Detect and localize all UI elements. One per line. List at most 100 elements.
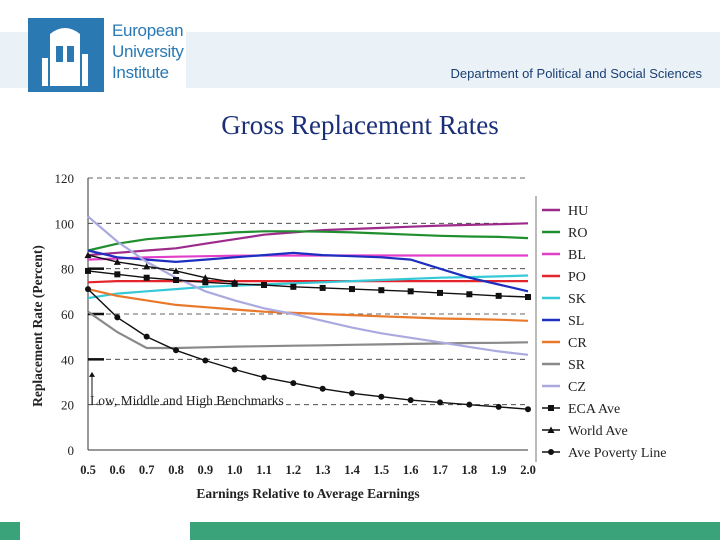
data-point: [407, 288, 414, 295]
x-tick-label: 1.7: [432, 463, 448, 477]
x-tick-label: 1.6: [403, 463, 419, 477]
data-point: [349, 286, 355, 293]
logo-line: European: [112, 21, 184, 40]
x-tick-label: 1.2: [286, 463, 302, 477]
series-line: [87, 215, 529, 356]
data-point: [201, 274, 209, 281]
y-tick-label: 80: [61, 262, 74, 277]
legend-label: PO: [568, 270, 586, 285]
series-line: [87, 288, 529, 322]
x-tick-label: 0.8: [168, 463, 184, 477]
data-point: [378, 393, 385, 400]
data-point: [466, 401, 473, 408]
benchmark-arrow-head: [89, 371, 95, 377]
x-tick-label: 0.7: [139, 463, 155, 477]
data-point: [525, 406, 531, 413]
data-point: [202, 357, 209, 364]
data-point: [290, 380, 297, 387]
data-point: [143, 274, 150, 281]
data-point: [378, 287, 385, 294]
institute-logo: European University Institute: [28, 18, 186, 92]
data-point: [114, 271, 121, 278]
series-line: [87, 270, 529, 298]
data-point: [407, 397, 414, 404]
series-line: [87, 279, 528, 284]
y-tick-label: 0: [68, 443, 75, 458]
data-point: [231, 278, 239, 286]
data-point: [437, 289, 443, 296]
slide-title: Gross Replacement Rates: [221, 110, 499, 140]
data-point: [114, 314, 121, 321]
data-point: [261, 374, 267, 381]
data-point: [202, 279, 209, 286]
series-line: [87, 274, 529, 300]
data-point: [495, 292, 502, 299]
x-tick-label: 1.9: [491, 463, 507, 477]
y-axis-label: Replacement Rate (Percent): [30, 245, 45, 407]
legend-label: World Ave: [568, 424, 628, 439]
data-point: [261, 281, 267, 288]
x-tick-label: 1.1: [256, 463, 272, 477]
x-tick-label: 0.5: [80, 463, 96, 477]
data-point: [173, 347, 179, 354]
y-tick-label: 60: [61, 307, 74, 322]
data-point: [85, 286, 91, 293]
legend-label: HU: [568, 204, 588, 219]
x-tick-label: 1.8: [462, 463, 478, 477]
data-point: [495, 403, 502, 410]
series-line: [87, 249, 529, 293]
logo-line: University: [112, 42, 184, 61]
legend-label: RO: [568, 226, 587, 241]
data-point: [437, 399, 443, 406]
series-line: [87, 230, 529, 252]
x-tick-label: 1.4: [344, 463, 360, 477]
x-tick-label: 0.9: [198, 463, 214, 477]
y-tick-label: 20: [61, 398, 74, 413]
x-axis-label: Earnings Relative to Average Earnings: [196, 486, 419, 501]
legend-label: SK: [568, 292, 586, 307]
data-point: [113, 258, 121, 265]
data-point: [548, 405, 554, 411]
y-tick-label: 120: [55, 171, 75, 186]
data-point: [466, 291, 473, 298]
data-point: [548, 449, 554, 455]
data-point: [290, 283, 297, 290]
data-point: [525, 294, 531, 300]
legend-label: SR: [568, 358, 586, 373]
data-point: [143, 262, 151, 270]
logo-emblem: [28, 18, 104, 92]
x-tick-label: 1.0: [227, 463, 243, 477]
data-point: [319, 284, 326, 291]
x-tick-label: 2.0: [520, 463, 536, 477]
data-point: [547, 426, 555, 433]
data-point: [173, 277, 179, 283]
data-point: [319, 385, 326, 392]
y-tick-label: 40: [61, 352, 74, 367]
series-line: [87, 254, 235, 283]
series-line: [87, 310, 529, 350]
x-tick-label: 1.5: [374, 463, 390, 477]
footer-bar-left: [0, 522, 20, 540]
building-icon: [42, 28, 88, 86]
data-point: [172, 267, 180, 274]
series-line: [87, 254, 528, 261]
x-tick-label: 1.3: [315, 463, 331, 477]
data-point: [143, 333, 150, 340]
department-name: Department of Political and Social Scien…: [450, 66, 702, 81]
data-point: [84, 251, 92, 259]
legend-label: BL: [568, 248, 586, 263]
footer-bar-right: [190, 522, 720, 540]
x-tick-label: 0.6: [110, 463, 126, 477]
y-tick-label: 100: [55, 216, 75, 231]
legend-label: ECA Ave: [568, 402, 620, 417]
data-point: [349, 390, 355, 397]
legend-label: CZ: [568, 380, 586, 395]
replacement-rate-chart: 120 100 80 60 40 20 0 0.5 0.6 0.7 0.8 0.9 1.0 1.1 1.2 1…: [30, 171, 667, 501]
data-point: [85, 267, 91, 274]
data-point: [231, 366, 238, 373]
legend-label: CR: [568, 336, 587, 351]
logo-wordmark: European University Institute: [112, 20, 184, 83]
series-line: [87, 288, 529, 410]
legend-label: SL: [568, 314, 584, 329]
legend-label: Ave Poverty Line: [568, 446, 667, 461]
